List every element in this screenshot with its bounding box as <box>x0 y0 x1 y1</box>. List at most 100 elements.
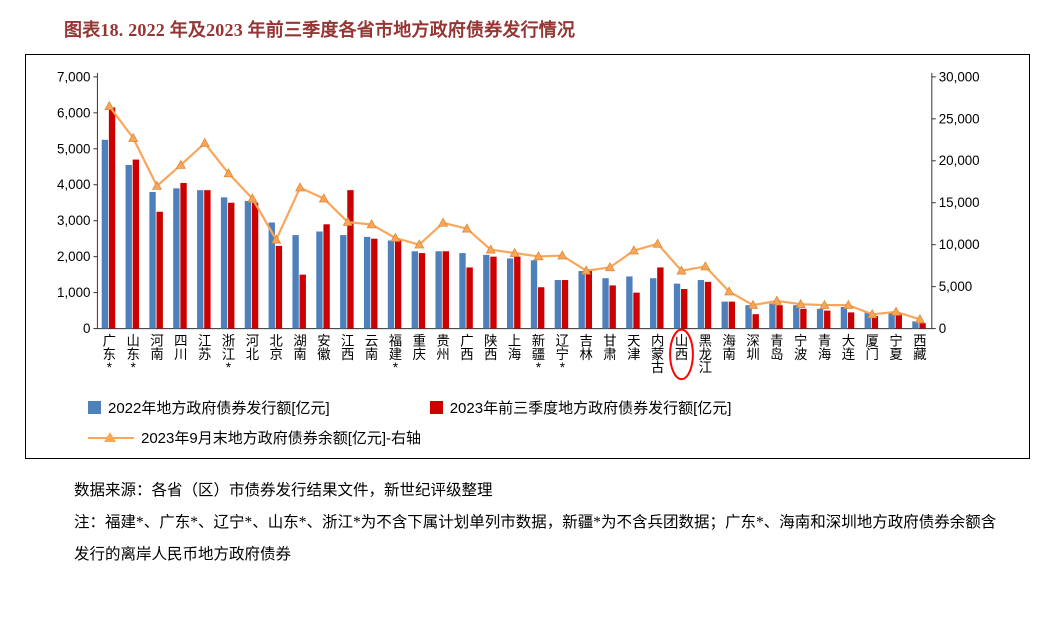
bar-2023q1q3-issuance <box>466 267 473 329</box>
bar-2022-issuance <box>268 222 275 329</box>
bar-2023q1q3-issuance <box>585 271 593 329</box>
bar-2022-issuance <box>197 190 204 329</box>
x-category-label: 青岛 <box>770 333 783 361</box>
x-category-label: 广东* <box>103 333 116 375</box>
bar-2022-issuance <box>125 164 132 329</box>
footnote: 注：福建*、广东*、辽宁*、山东*、浙江*为不含下属计划单列市数据，新疆*为不含… <box>74 513 997 563</box>
bar-2022-issuance <box>745 305 752 329</box>
legend-swatch-2023-red <box>429 401 443 415</box>
balance-line-triangle-marker <box>175 159 186 169</box>
bar-2023q1q3-issuance <box>633 292 640 329</box>
bar-2023q1q3-issuance <box>251 202 259 329</box>
bar-2022-issuance <box>864 312 871 329</box>
balance-line-triangle-marker <box>652 238 663 248</box>
balance-line-triangle-marker <box>247 193 258 203</box>
x-category-label: 河北 <box>246 333 260 361</box>
bar-2022-issuance <box>816 308 824 329</box>
bar-2023q1q3-issuance <box>156 211 163 329</box>
bar-2023q1q3-issuance <box>657 267 664 329</box>
bar-2022-issuance <box>626 276 633 329</box>
bar-2023q1q3-issuance <box>299 274 306 329</box>
x-category-label: 黑龙江 <box>699 333 712 375</box>
x-category-label: 江苏 <box>198 333 211 361</box>
right-axis-tick-label: 10,000 <box>939 237 980 252</box>
legend-item-2022: 2022年地方政府债券发行额[亿元] <box>88 397 330 418</box>
bar-2023q1q3-issuance <box>490 256 497 329</box>
bar-2022-issuance <box>912 321 919 329</box>
x-category-label: 宁夏 <box>889 332 902 361</box>
bar-2023q1q3-issuance <box>180 182 187 329</box>
left-axis-tick-label: 1,000 <box>57 285 90 300</box>
bar-2022-issuance <box>530 260 538 329</box>
x-category-label: 吉林 <box>579 333 592 361</box>
balance-line-triangle-marker <box>700 261 711 271</box>
bar-2023q1q3-issuance <box>228 202 235 329</box>
bar-2023q1q3-issuance <box>514 256 521 329</box>
bar-2023q1q3-issuance <box>895 314 902 329</box>
bar-2022-issuance <box>769 303 776 329</box>
left-axis-tick-label: 6,000 <box>57 105 90 120</box>
x-category-label: 新疆* <box>532 333 545 375</box>
x-category-label: 深圳 <box>746 333 759 361</box>
balance-line-triangle-marker <box>366 219 377 229</box>
balance-line-triangle-marker <box>271 234 282 244</box>
highlight-ellipse <box>669 328 694 381</box>
x-category-label: 陕西 <box>484 333 497 361</box>
balance-line-triangle-marker <box>676 265 687 275</box>
balance-line-triangle-marker <box>891 306 902 316</box>
bar-2022-issuance <box>340 235 347 329</box>
chart-legend: 2022年地方政府债券发行额[亿元] 2023年前三季度地方政府债券发行额[亿元… <box>32 386 1023 448</box>
bar-2023q1q3-issuance <box>847 312 855 329</box>
balance-line-triangle-marker <box>414 239 425 249</box>
left-axis-tick-label: 3,000 <box>57 213 90 228</box>
bar-2022-issuance <box>483 254 490 329</box>
bar-2023q1q3-issuance <box>442 251 449 329</box>
bar-2022-issuance <box>697 280 705 329</box>
balance-line-triangle-marker <box>533 251 544 261</box>
bar-2022-issuance <box>554 280 562 329</box>
right-axis-tick-label: 0 <box>939 321 946 336</box>
right-axis-tick-label: 15,000 <box>939 195 980 210</box>
x-category-label: 北京 <box>270 333 284 361</box>
x-category-label: 青海 <box>818 333 831 361</box>
x-category-label: 上海 <box>508 333 521 361</box>
balance-line-triangle-marker <box>795 298 806 308</box>
right-axis-tick-label: 20,000 <box>939 153 980 168</box>
bar-2022-issuance <box>220 197 228 329</box>
bar-2022-issuance <box>292 235 299 329</box>
bar-2023q1q3-issuance <box>394 240 402 329</box>
bar-2023q1q3-issuance <box>323 224 330 329</box>
right-axis-tick-label: 25,000 <box>939 111 980 126</box>
x-category-label: 重庆 <box>413 333 426 361</box>
balance-line-triangle-marker <box>604 261 615 272</box>
bar-2022-issuance <box>506 258 514 329</box>
bar-2022-issuance <box>173 188 180 329</box>
figure-title: 图表18. 2022 年及2023 年前三季度各省市地方政府债券发行情况 <box>64 20 576 40</box>
bar-2022-issuance <box>316 231 323 329</box>
balance-line-triangle-marker <box>581 265 592 275</box>
legend-item-2023: 2023年前三季度地方政府债券发行额[亿元] <box>429 397 731 418</box>
x-category-label: 海南 <box>723 333 736 361</box>
bar-2022-issuance <box>888 312 895 329</box>
right-axis-tick-label: 30,000 <box>939 69 980 84</box>
bar-2022-issuance <box>101 139 109 329</box>
balance-line-triangle-marker <box>151 180 162 190</box>
legend-line-marker-icon <box>88 431 134 445</box>
balance-line-triangle-marker <box>342 216 353 226</box>
bar-2022-issuance <box>459 253 466 329</box>
balance-line-triangle-marker <box>509 247 520 257</box>
balance-line-triangle-marker <box>628 245 639 255</box>
bar-2023q1q3-issuance <box>561 280 569 329</box>
x-category-label: 湖南 <box>293 333 306 361</box>
balance-line-triangle-marker <box>485 244 496 254</box>
balance-line-triangle-marker <box>318 193 329 203</box>
bar-2022-issuance <box>793 305 800 329</box>
left-axis-tick-label: 5,000 <box>57 141 90 156</box>
bar-2022-issuance <box>840 307 848 329</box>
bar-2022-issuance <box>721 301 728 329</box>
bar-2023q1q3-issuance <box>275 245 283 329</box>
chart-container: 0 1,000 2,000 3,000 4,000 5,000 6,000 7,000 0 5,0… <box>25 54 1030 460</box>
legend-row-2: 2023年9月末地方政府债券余额[亿元]-右轴 <box>88 427 1023 448</box>
notes-block: 数据来源：各省（区）市债券发行结果文件，新世纪评级整理 注：福建*、广东*、辽宁… <box>74 475 998 570</box>
bar-2023q1q3-issuance <box>132 159 140 329</box>
